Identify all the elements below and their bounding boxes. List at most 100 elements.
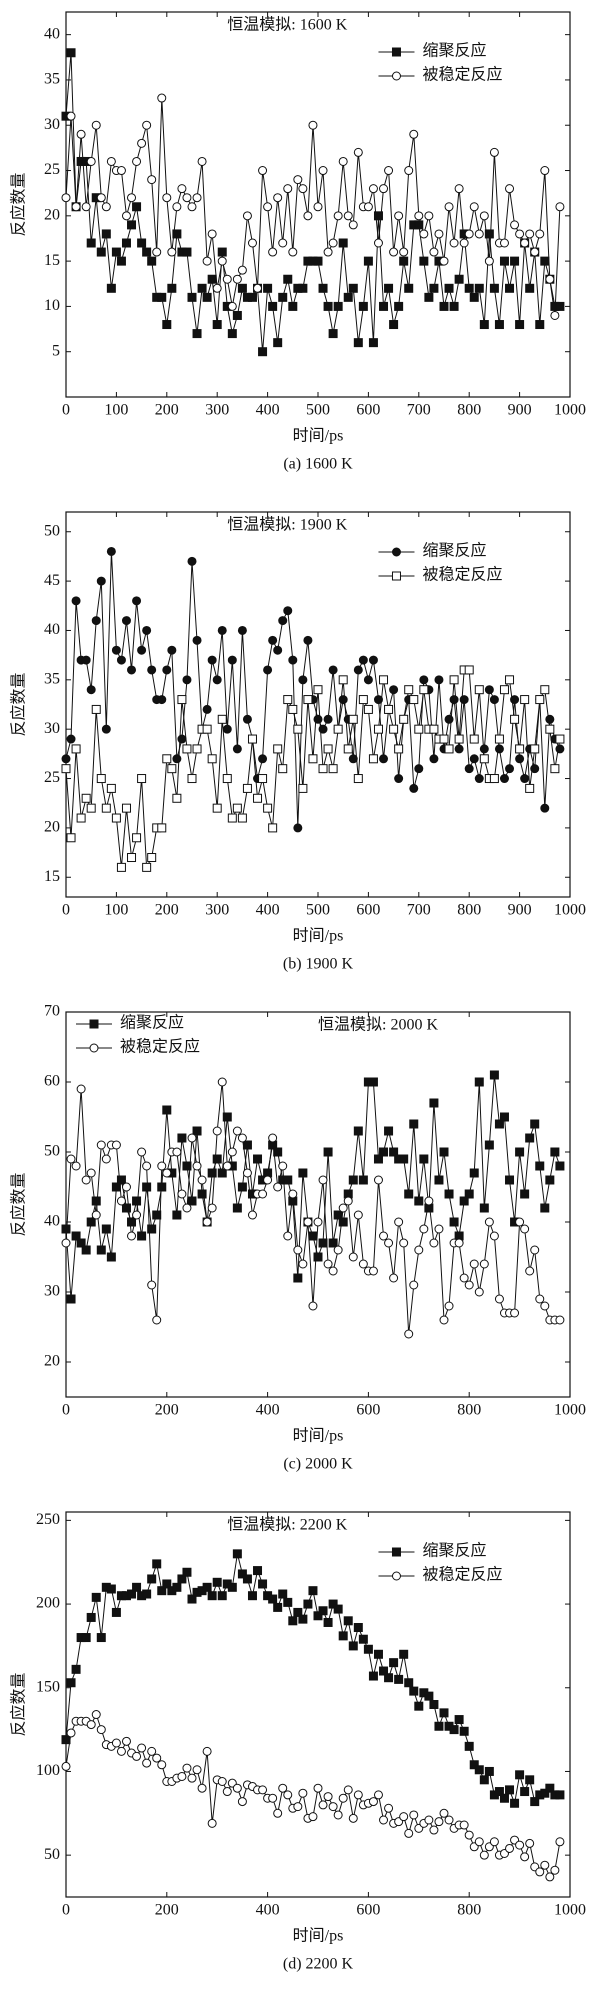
marker [293, 1273, 303, 1283]
marker [142, 247, 152, 257]
marker [187, 1196, 197, 1206]
marker [469, 1168, 479, 1178]
marker [394, 774, 404, 784]
marker [232, 1126, 242, 1136]
y-tick-label: 150 [36, 1678, 60, 1695]
legend-label: 被稳定反应 [422, 1565, 502, 1584]
marker [474, 283, 484, 293]
marker [187, 556, 197, 566]
marker [172, 1147, 182, 1157]
marker [494, 1119, 504, 1129]
marker [298, 1614, 308, 1624]
marker [61, 754, 71, 764]
marker [157, 93, 167, 103]
y-axis-label: 反应数量 [9, 672, 28, 736]
marker [96, 774, 106, 784]
marker [454, 1238, 464, 1248]
marker [106, 156, 116, 166]
y-tick-label: 40 [44, 1213, 60, 1230]
marker [404, 1189, 414, 1199]
marker [384, 283, 394, 293]
marker [515, 229, 525, 239]
marker [96, 1245, 106, 1255]
y-axis-label: 反应数量 [9, 172, 28, 236]
marker [258, 347, 268, 357]
marker [278, 616, 288, 626]
x-tick-label: 0 [62, 1402, 70, 1419]
y-tick-label: 50 [44, 1846, 60, 1863]
marker [121, 238, 131, 248]
marker [91, 1196, 101, 1206]
marker [152, 1559, 162, 1569]
marker [424, 292, 434, 302]
marker [106, 1584, 116, 1594]
y-tick-label: 15 [44, 252, 60, 269]
marker [217, 1591, 227, 1601]
marker [414, 1245, 424, 1255]
marker [111, 645, 121, 655]
marker [429, 1825, 439, 1835]
marker [363, 256, 373, 266]
marker [283, 1231, 293, 1241]
marker [268, 635, 278, 645]
x-tick-label: 800 [457, 402, 481, 419]
marker [232, 744, 242, 754]
marker [368, 1266, 378, 1276]
marker [192, 1126, 202, 1136]
marker [444, 202, 454, 212]
marker [459, 1273, 469, 1283]
marker [389, 247, 399, 257]
marker [373, 1154, 383, 1164]
marker [348, 1813, 358, 1823]
marker [237, 283, 247, 293]
marker [157, 292, 167, 302]
marker [454, 734, 464, 744]
marker [232, 274, 242, 284]
marker [308, 1231, 318, 1241]
marker [142, 1589, 152, 1599]
marker [207, 754, 217, 764]
x-tick-label: 0 [62, 1902, 70, 1919]
marker [288, 247, 298, 257]
x-tick-label: 600 [356, 1402, 380, 1419]
marker [515, 1147, 525, 1157]
marker [464, 283, 474, 293]
marker [96, 1633, 106, 1643]
marker [172, 754, 182, 764]
marker [227, 1147, 237, 1157]
marker [212, 320, 222, 330]
marker [333, 1245, 343, 1255]
marker [439, 734, 449, 744]
marker [101, 724, 111, 734]
marker [137, 645, 147, 655]
marker [373, 238, 383, 248]
marker [217, 256, 227, 266]
marker [258, 1785, 268, 1795]
marker [147, 1224, 157, 1234]
marker [479, 1259, 489, 1269]
marker [328, 329, 338, 339]
marker [177, 695, 187, 705]
marker [182, 1567, 192, 1577]
marker [318, 166, 328, 176]
marker [424, 1815, 434, 1825]
marker [303, 695, 313, 705]
marker [338, 695, 348, 705]
marker [338, 156, 348, 166]
marker [444, 744, 454, 754]
marker [202, 256, 212, 266]
marker [222, 274, 232, 284]
marker [202, 1217, 212, 1227]
marker [530, 1119, 540, 1129]
marker [399, 247, 409, 257]
y-tick-label: 20 [44, 1353, 60, 1370]
marker [449, 695, 459, 705]
marker [520, 695, 530, 705]
marker [530, 1245, 540, 1255]
marker [540, 1301, 550, 1311]
marker [494, 320, 504, 330]
x-axis-label: 时间/ps [293, 1927, 344, 1945]
marker [182, 193, 192, 203]
marker [263, 803, 273, 813]
marker [379, 301, 389, 311]
